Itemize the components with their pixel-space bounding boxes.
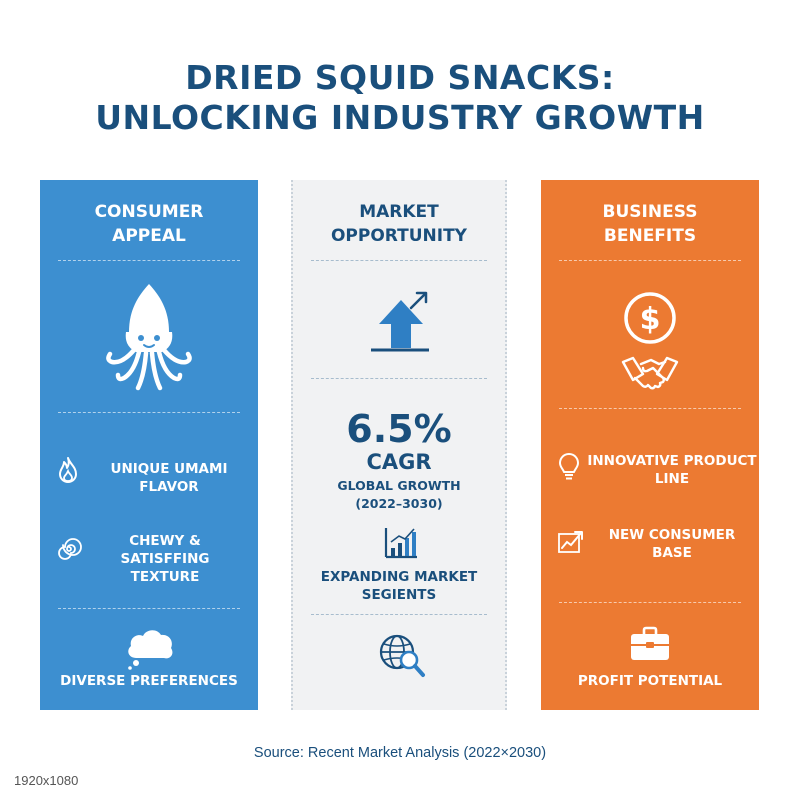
page-title: DRIED SQUID SNACKS: UNLOCKING INDUSTRY G… bbox=[0, 58, 800, 138]
briefcase-icon bbox=[631, 626, 669, 660]
spiral-icon bbox=[58, 538, 82, 560]
innovative-product-label: INNOVATIVE PRODUCT LINE bbox=[587, 453, 757, 487]
divider bbox=[559, 602, 741, 603]
divider bbox=[58, 608, 240, 609]
bar-chart-icon bbox=[384, 528, 417, 559]
market-opportunity-heading: MARKET OPPORTUNITY bbox=[330, 202, 467, 246]
umami-flavor-label: UNIQUE UMAMI FLAVOR bbox=[110, 461, 228, 495]
divider bbox=[559, 408, 741, 409]
source-note: Source: Recent Market Analysis (2022×203… bbox=[253, 745, 547, 761]
growth-arrow-icon bbox=[371, 291, 429, 352]
dollar-icon: $ bbox=[624, 292, 676, 344]
divider bbox=[311, 614, 487, 615]
lightbulb-icon bbox=[559, 453, 579, 480]
cloud-icon bbox=[128, 630, 173, 670]
divider bbox=[311, 378, 487, 379]
market-opportunity-panel: MARKET OPPORTUNITY 6.5% CAGR GLOBAL GROW… bbox=[291, 180, 507, 710]
globe-search-icon bbox=[379, 634, 425, 677]
title-line-1: DRIED SQUID SNACKS: bbox=[185, 58, 615, 97]
handshake-icon bbox=[621, 356, 679, 390]
consumer-appeal-heading: CONSUMER APPEAL bbox=[94, 202, 204, 246]
cagr-value: 6.5% bbox=[346, 407, 452, 451]
global-growth-label: GLOBAL GROWTH (2022–3030) bbox=[337, 478, 461, 511]
squid-icon bbox=[106, 284, 192, 391]
title-line-2: UNLOCKING INDUSTRY GROWTH bbox=[95, 98, 705, 137]
business-benefits-heading: BUSINESS BENEFITS bbox=[602, 202, 698, 246]
diverse-preferences-label: DIVERSE PREFERENCES bbox=[60, 673, 238, 689]
svg-text:$: $ bbox=[640, 302, 661, 337]
dimensions-note: 1920x1080 bbox=[14, 773, 79, 788]
divider bbox=[311, 260, 487, 261]
divider bbox=[559, 260, 741, 261]
chewy-texture-label: CHEWY & SATISFFING TEXTURE bbox=[120, 533, 210, 585]
flame-icon bbox=[59, 457, 77, 483]
consumer-appeal-panel: CONSUMER APPEAL UNIQUE UMAMI FLAVOR CHEW… bbox=[40, 180, 258, 710]
expanding-segments-label: EXPANDING MARKET SEGIENTS bbox=[320, 569, 478, 603]
divider bbox=[58, 260, 240, 261]
cagr-unit: CAGR bbox=[366, 450, 432, 474]
divider bbox=[58, 412, 240, 413]
new-consumer-base-label: NEW CONSUMER BASE bbox=[608, 527, 736, 561]
business-benefits-panel: BUSINESS BENEFITS $ INNOVATIVE PRODUCT L… bbox=[541, 180, 759, 710]
profit-potential-label: PROFIT POTENTIAL bbox=[577, 673, 723, 689]
trend-chart-icon bbox=[558, 531, 583, 553]
